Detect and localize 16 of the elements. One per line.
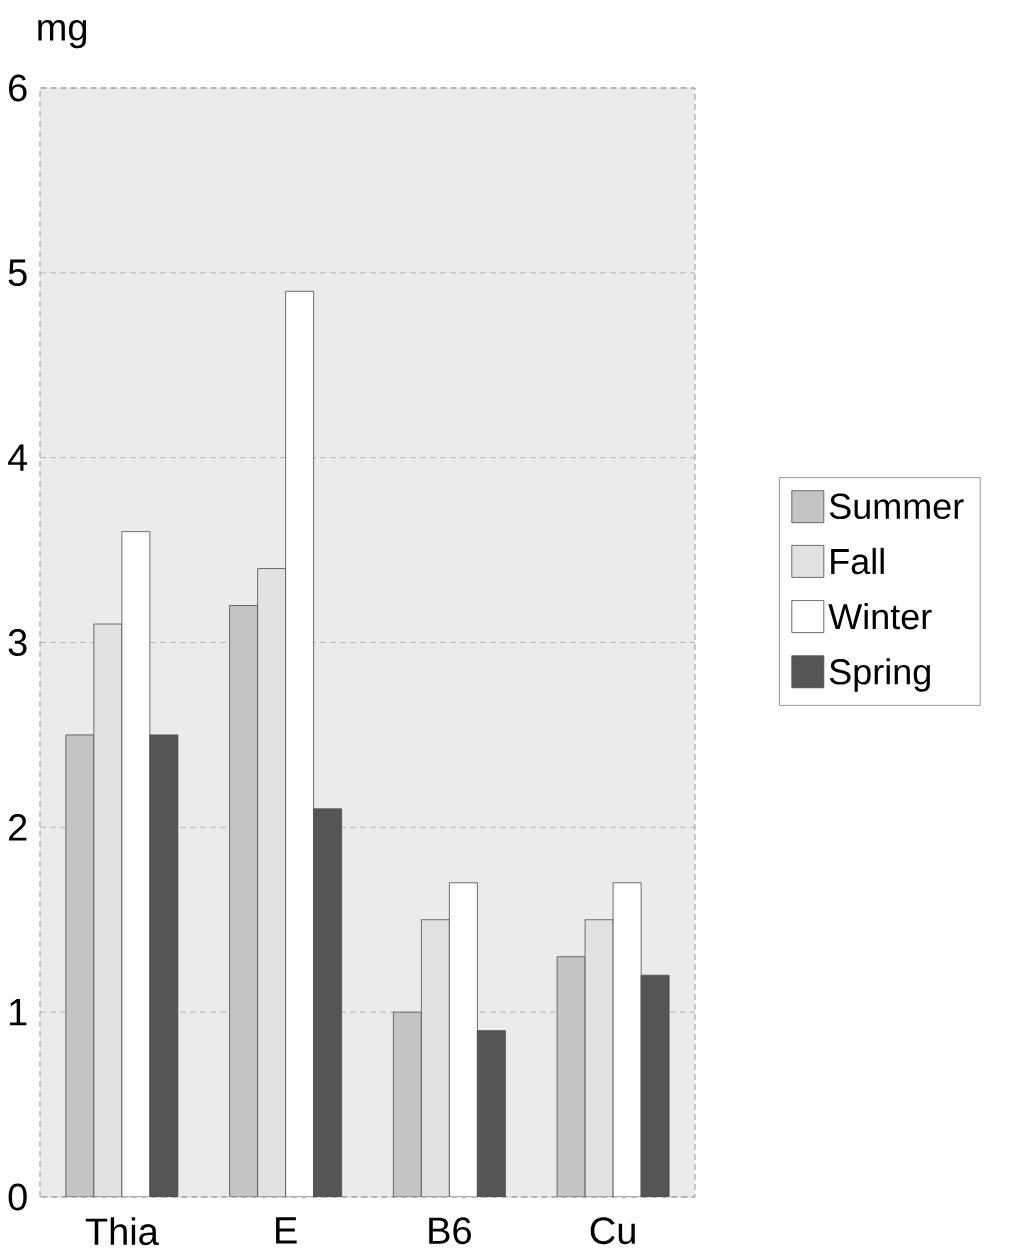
legend-label: Winter (828, 602, 932, 630)
x-tick-label: E (276, 1217, 297, 1244)
y-tick-label: 5 (8, 259, 27, 287)
y-tick-label: 2 (9, 814, 27, 841)
legend-label: Spring (829, 658, 930, 692)
y-tick-label: 1 (10, 999, 27, 1026)
x-tick-label: B6 (429, 1217, 471, 1245)
y-axis-title: mg (38, 19, 87, 49)
y-tick-label: 6 (9, 74, 27, 102)
y-tick-label: 0 (8, 1183, 27, 1211)
x-tick-label: Cu (590, 1217, 635, 1245)
legend-label: Fall (831, 547, 884, 575)
y-tick-label: 4 (8, 444, 28, 471)
x-tick-label: Thia (85, 1217, 159, 1246)
legend-label: Summer (829, 493, 964, 520)
y-tick-label: 3 (8, 629, 27, 656)
